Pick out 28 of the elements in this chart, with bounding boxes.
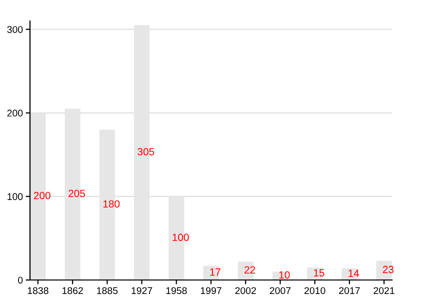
bar [203,266,219,280]
x-tick-label: 1885 [97,287,118,294]
data-label: 23 [382,266,394,274]
x-tick-label: 1927 [132,287,152,294]
x-tick-label: 2002 [235,287,256,294]
data-label: 100 [172,234,189,242]
y-tick-label: 200 [7,110,23,117]
data-label: 180 [103,200,120,208]
data-label: 305 [138,148,154,156]
x-tick-label: 2021 [374,287,394,294]
x-tick-label: 1862 [62,287,83,294]
data-label: 15 [314,269,324,277]
data-label: 14 [348,270,360,277]
data-label: 200 [34,192,50,200]
y-tick-label: 100 [8,193,23,200]
y-tick-label: 0 [18,276,23,284]
x-tick-label: 2007 [270,287,291,294]
y-tick-label: 300 [7,26,23,33]
x-tick-label: 1997 [200,287,222,294]
x-tick-label: 1838 [28,287,48,294]
data-label: 205 [68,190,85,198]
data-label: 22 [244,266,256,274]
x-tick-label: 2010 [304,287,326,294]
data-label: 17 [210,268,220,276]
x-tick-label: 1958 [166,287,187,294]
x-tick-label: 2017 [339,287,360,294]
bar [238,262,254,280]
data-label: 10 [279,271,290,279]
